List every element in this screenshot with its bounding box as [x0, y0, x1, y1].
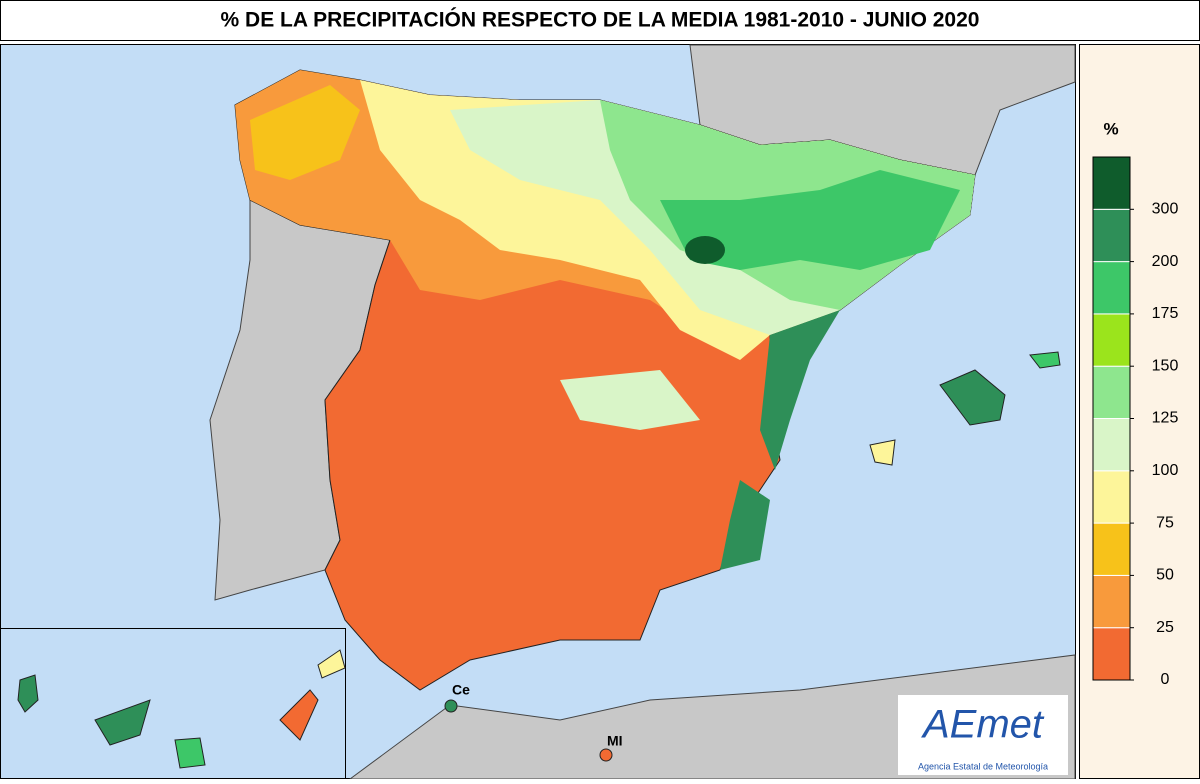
legend-swatch [1092, 365, 1131, 420]
logo-subtitle: Agencia Estatal de Meteorología [918, 761, 1048, 771]
gran-canaria [174, 737, 206, 769]
legend-tick-label: 0 [1161, 671, 1170, 688]
legend-tick-label: 200 [1152, 253, 1179, 270]
legend-swatch [1092, 418, 1131, 472]
zone-east [760, 310, 840, 470]
map: Ce MI AEmet Agencia Estatal de Meteorolo… [0, 44, 1076, 780]
legend-unit: % [1103, 119, 1118, 138]
legend-swatch [1092, 470, 1131, 524]
zone-castilla [560, 370, 700, 430]
place-label: MI [607, 733, 623, 749]
legend-swatch [1092, 627, 1131, 681]
legend-swatch [1092, 261, 1131, 315]
legend-tick-label: 175 [1152, 305, 1179, 322]
legend-tick-label: 300 [1152, 201, 1179, 218]
legend-tick-label: 75 [1156, 514, 1174, 531]
zone-extreme [685, 236, 725, 264]
legend-tick-label: 25 [1156, 619, 1174, 636]
fuerteventura [279, 689, 319, 741]
legend-swatch [1092, 208, 1131, 263]
ibiza [869, 439, 896, 466]
tenerife [94, 699, 151, 746]
title: % DE LA PRECIPITACIÓN RESPECTO DE LA MED… [221, 8, 980, 32]
legend-swatch [1092, 574, 1131, 629]
ceuta [444, 699, 458, 713]
legend-tick-label: 100 [1152, 462, 1179, 479]
canary-inset [0, 628, 346, 779]
zone-galicia [250, 85, 360, 180]
africa [348, 654, 1076, 780]
legend-tick-label: 150 [1152, 357, 1179, 374]
menorca [1029, 351, 1061, 369]
lanzarote [317, 649, 346, 679]
melilla [599, 748, 613, 762]
legend: 0 25 50 75 100 125 150 175 200 300 [1092, 156, 1179, 688]
logo-box [898, 695, 1068, 775]
zone-very-wet [660, 170, 960, 270]
zone-southeast [720, 480, 770, 570]
legend-swatch [1092, 522, 1131, 576]
legend-swatch [1092, 156, 1131, 210]
title-bar [0, 0, 1200, 41]
logo-text: AEmet [921, 703, 1045, 747]
legend-border [1092, 156, 1131, 681]
legend-tick-label: 50 [1156, 567, 1174, 584]
legend-swatch [1092, 313, 1131, 367]
place-label: Ce [452, 682, 470, 698]
mallorca [939, 369, 1006, 426]
legend-tick-label: 125 [1152, 410, 1179, 427]
la-palma [17, 674, 39, 713]
